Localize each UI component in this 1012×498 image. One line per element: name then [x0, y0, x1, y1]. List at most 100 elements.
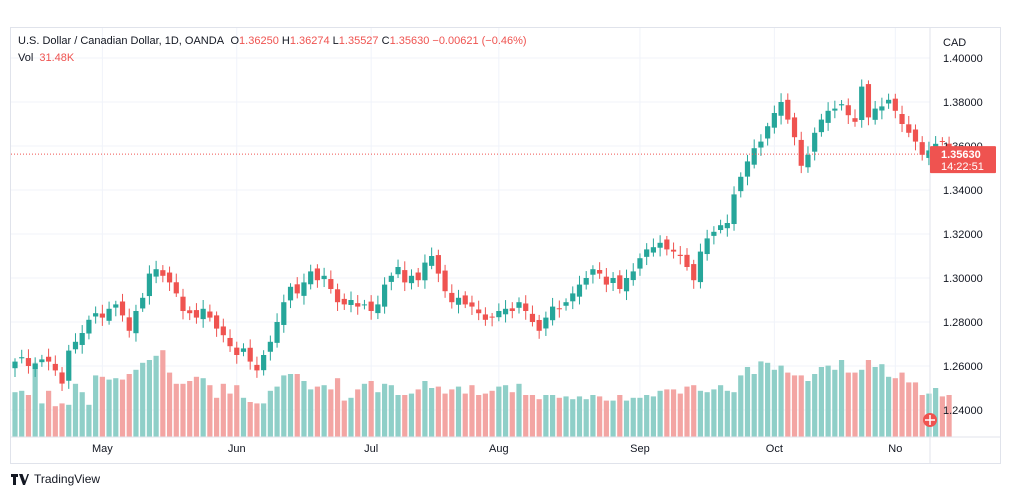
candle-body [926, 150, 932, 158]
price-axis[interactable]: CAD 1.400001.380001.360001.340001.320001… [929, 28, 983, 463]
candle-body [133, 311, 139, 334]
candle-body [711, 231, 717, 236]
candle-body [623, 278, 630, 292]
candle-body [664, 239, 670, 250]
volume-bar [879, 364, 885, 437]
candle-body [66, 350, 72, 381]
volume-bar [214, 397, 220, 437]
brand-name[interactable]: TradingView [34, 472, 101, 486]
last-price-badge: 1.35630 14:22:51 [930, 146, 996, 174]
candle-body [227, 337, 233, 347]
volume-bar [140, 362, 146, 437]
candle-body [422, 262, 428, 281]
volume-bar [59, 403, 65, 437]
close-value: 1.35630 [389, 35, 430, 47]
price-axis-currency: CAD [943, 37, 966, 49]
volume-bar [375, 392, 381, 437]
volume-label[interactable]: Vol [18, 52, 34, 64]
volume-bar [865, 360, 872, 437]
volume-bar [341, 400, 347, 437]
volume-bar [220, 383, 226, 437]
volume-bar [529, 395, 536, 437]
volume-bar [744, 367, 751, 437]
candle-body [113, 304, 119, 308]
candle-body [818, 119, 824, 133]
footer: TradingView [11, 472, 100, 486]
candle-body [166, 272, 173, 283]
candle-body [408, 275, 415, 284]
volume-bar [778, 365, 784, 437]
candle-body [482, 314, 488, 320]
candle-body [489, 316, 495, 318]
volume-bar [751, 374, 757, 437]
volume-bar [939, 396, 945, 437]
volume-bar [402, 395, 408, 437]
candle-body [657, 242, 663, 248]
candle-body [462, 295, 468, 305]
candle-body [872, 108, 878, 120]
candle-body [939, 140, 945, 142]
candle-body [435, 255, 441, 274]
price-tick-label: 1.40000 [943, 53, 983, 65]
volume-bar [99, 376, 105, 437]
volume-bar [66, 404, 72, 437]
symbol-title[interactable]: U.S. Dollar / Canadian Dollar, 1D, OANDA [18, 35, 224, 47]
candle-body [375, 304, 381, 314]
volume-bar [502, 385, 509, 437]
candle-body [718, 225, 724, 231]
candle-body [415, 272, 421, 281]
candle-body [744, 161, 751, 177]
price-tick-label: 1.30000 [943, 273, 983, 285]
candle-body [382, 284, 388, 307]
volume-bar [818, 367, 824, 437]
volume-bar [32, 362, 38, 437]
volume-bar [415, 389, 421, 437]
volume-bar [408, 393, 415, 437]
tradingview-logo-icon[interactable] [11, 473, 29, 485]
volume-bar [872, 367, 878, 437]
volume-layer [12, 350, 952, 437]
volume-bar [321, 385, 327, 437]
volume-bar [449, 389, 455, 437]
change-value: −0.00621 (−0.46%) [432, 35, 527, 47]
candle-body [455, 297, 462, 305]
volume-bar [765, 362, 771, 437]
candle-body [556, 308, 562, 310]
volume-bar [597, 396, 603, 437]
volume-bar [395, 395, 401, 437]
candle-body [576, 284, 583, 297]
volume-bar [791, 375, 798, 437]
volume-bar [234, 385, 240, 437]
candle-body [751, 148, 757, 165]
volume-bar [543, 395, 549, 437]
price-tick-label: 1.34000 [943, 185, 983, 197]
volume-bar [173, 383, 179, 437]
candle-body [388, 275, 394, 282]
candlestick-chart[interactable]: CAD 1.400001.380001.360001.340001.320001… [11, 28, 1000, 463]
candle-body [724, 223, 730, 229]
candle-body [52, 363, 58, 371]
candle-body [361, 304, 368, 306]
candle-body [19, 357, 25, 359]
candle-body [46, 356, 52, 362]
volume-bar [294, 374, 300, 437]
volume-bar [12, 392, 18, 437]
volume-bar [859, 369, 865, 437]
candle-body [906, 124, 912, 133]
earnings-flag-icon[interactable] [923, 413, 937, 427]
candle-body [341, 298, 347, 305]
time-axis[interactable]: May Jun Jul Aug Sep Oct No [11, 436, 1000, 455]
candle-body [160, 270, 166, 276]
volume-bar [25, 395, 32, 437]
candle-body [173, 282, 179, 294]
volume-bar [247, 402, 253, 437]
volume-bar [166, 372, 173, 437]
volume-bar [435, 386, 441, 437]
volume-bar [422, 381, 428, 437]
volume-bar [536, 399, 542, 437]
candle-body [240, 348, 247, 352]
candle-body [838, 104, 845, 106]
volume-bar [637, 397, 643, 437]
candle-body [442, 270, 448, 292]
volume-bar [886, 376, 892, 437]
